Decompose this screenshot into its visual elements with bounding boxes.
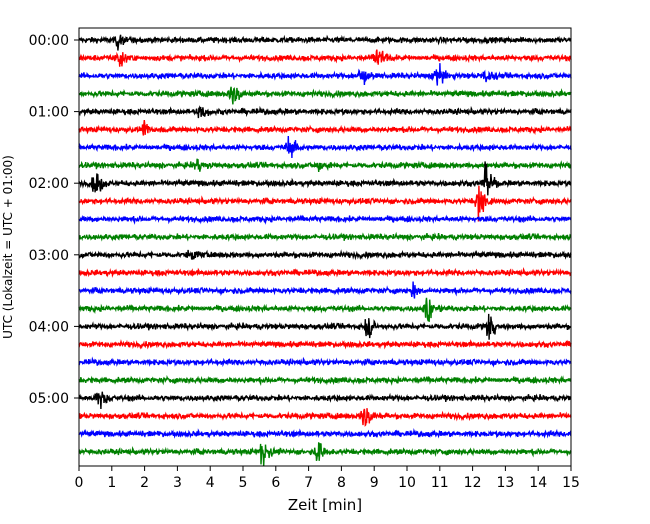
trace-0030 — [78, 63, 572, 86]
trace-0000 — [78, 34, 572, 51]
trace-0115 — [78, 120, 572, 136]
y-tick-label: 02:00 — [29, 176, 69, 192]
trace-0400 — [78, 313, 572, 340]
trace-0215 — [78, 185, 572, 222]
x-tick-label: 8 — [337, 475, 346, 491]
y-tick-label: 00:00 — [29, 33, 69, 49]
x-tick-label: 9 — [370, 475, 379, 491]
y-tick-label: 05:00 — [29, 391, 69, 407]
x-tick-label: 12 — [464, 475, 482, 491]
y-tick-label: 04:00 — [29, 319, 69, 335]
x-axis-label: Zeit [min] — [288, 496, 362, 514]
trace-0245 — [78, 231, 572, 242]
trace-0300 — [78, 249, 572, 261]
trace-0415 — [78, 339, 572, 350]
x-tick-label: 3 — [173, 475, 182, 491]
y-tick-label: 01:00 — [29, 105, 69, 121]
x-tick-label: 15 — [562, 475, 580, 491]
trace-0515 — [78, 408, 572, 427]
trace-layer — [78, 34, 572, 467]
trace-0430 — [78, 356, 572, 368]
trace-0330 — [78, 281, 572, 299]
trace-0015 — [78, 49, 572, 67]
y-tick-label: 03:00 — [29, 248, 69, 264]
x-tick-label: 11 — [431, 475, 449, 491]
trace-0315 — [78, 266, 572, 278]
x-tick-label: 4 — [206, 475, 215, 491]
trace-0545 — [78, 442, 572, 467]
x-tick-label: 5 — [239, 475, 248, 491]
x-tick-label: 10 — [398, 475, 416, 491]
x-tick-label: 6 — [271, 475, 280, 491]
x-tick-label: 2 — [140, 475, 149, 491]
trace-0445 — [78, 374, 572, 386]
trace-0230 — [78, 214, 572, 225]
x-tick-label: 7 — [304, 475, 313, 491]
x-tick-label: 13 — [496, 475, 514, 491]
x-tick-label: 0 — [75, 475, 84, 491]
y-axis-ticks: 00:00 01:00 02:00 03:00 04:00 05:00 — [29, 33, 79, 407]
trace-0500 — [78, 391, 572, 410]
trace-0100 — [78, 105, 572, 119]
trace-0045 — [78, 86, 572, 105]
trace-0200 — [78, 161, 572, 196]
x-axis-ticks: 0 1 2 3 4 5 6 7 8 9 10 11 12 13 14 15 — [75, 466, 580, 491]
plot-frame — [78, 27, 572, 467]
trace-0145 — [78, 158, 572, 173]
x-tick-label: 14 — [529, 475, 547, 491]
x-tick-label: 1 — [107, 475, 116, 491]
trace-0530 — [78, 427, 572, 439]
trace-0130 — [78, 135, 572, 159]
trace-0345 — [78, 297, 572, 322]
y-axis-label: UTC (Lokalzeit = UTC + 01:00) — [1, 155, 15, 339]
